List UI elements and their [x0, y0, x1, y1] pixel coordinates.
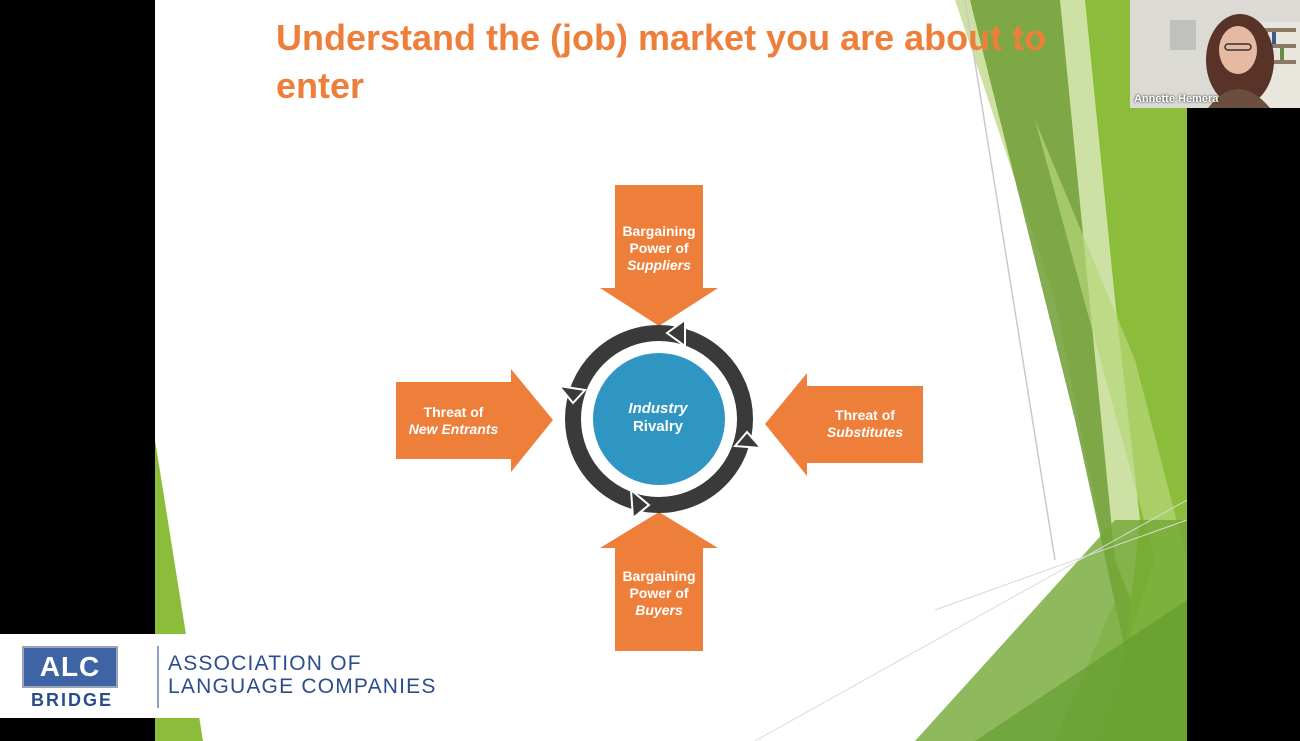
rivalry-ring: [565, 325, 753, 513]
ring-arrowhead-right: [732, 430, 764, 450]
ring-arrowhead-left: [556, 384, 588, 405]
bridge-wordmark: BRIDGE: [30, 690, 113, 710]
buyers-label: Bargaining Power of Buyers: [622, 568, 696, 618]
ring-arrowhead-bottom: [629, 487, 651, 520]
new-entrants-label: Threat of New Entrants: [408, 404, 499, 437]
arrow-left: [396, 369, 553, 472]
alc-bridge-logo: ALC BRIDGE ASSOCIATION OF LANGUAGE COMPA…: [0, 634, 470, 718]
participant-video: [1130, 0, 1300, 108]
arrow-bottom: [600, 512, 718, 651]
substitutes-label: Threat of Substitutes: [826, 407, 904, 440]
ring-arrowhead-top: [665, 318, 686, 348]
slide-title: Understand the (job) market you are abou…: [276, 17, 1047, 106]
presentation-slide: Understand the (job) market you are abou…: [155, 0, 1187, 741]
organization-name: ASSOCIATION OF LANGUAGE COMPANIES: [168, 652, 437, 698]
industry-rivalry-label: Industry Rivalry: [628, 400, 688, 435]
alc-logo-badge: ALC: [22, 646, 118, 688]
suppliers-label: Bargaining Power of Suppliers: [622, 223, 696, 273]
five-forces-diagram: [396, 185, 923, 651]
arrow-top: [600, 185, 718, 326]
arrow-right: [765, 373, 923, 476]
participant-name: Annette Hemera: [1134, 93, 1219, 105]
rivalry-circle: [593, 353, 725, 485]
logo-divider: [157, 646, 159, 708]
participant-video-tile[interactable]: Annette Hemera: [1130, 0, 1300, 108]
